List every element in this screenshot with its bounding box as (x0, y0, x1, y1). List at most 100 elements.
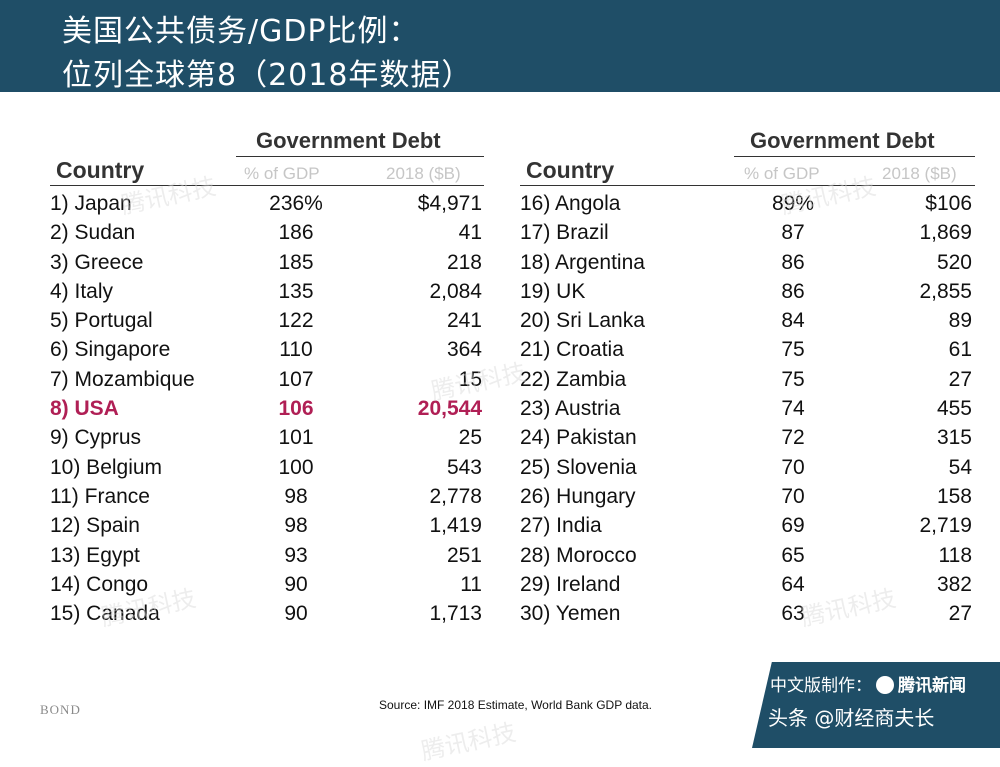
country-name: 17) Brazil (520, 221, 609, 245)
country-heading: Country (56, 157, 145, 183)
country-name: 24) Pakistan (520, 426, 637, 450)
debt-amount: 241 (446, 309, 482, 333)
debt-amount: 315 (936, 426, 972, 450)
group-underline (734, 156, 975, 157)
table-row: 11) France 98 2,778 (50, 482, 490, 511)
table-row: 13) Egypt 93 251 (50, 541, 490, 570)
table-row: 26) Hungary 70 158 (520, 482, 975, 511)
table-row: 22) Zambia 75 27 (520, 365, 975, 394)
debt-pct-gdp: 135 (278, 279, 314, 303)
badge-author-line: 头条 @财经商夫长 (768, 706, 935, 730)
debt-amount: 15 (458, 367, 482, 391)
table-row: 19) UK 86 2,855 (520, 277, 975, 306)
country-name: 30) Yemen (520, 602, 621, 626)
debt-pct-gdp: 75 (781, 338, 805, 362)
table-row: 12) Spain 98 1,419 (50, 511, 490, 540)
country-name: 18) Argentina (520, 250, 645, 274)
debt-amount: 455 (936, 397, 972, 421)
debt-amount: 27 (948, 602, 972, 626)
debt-pct-gdp: 75 (781, 367, 805, 391)
debt-pct-gdp: 63 (781, 602, 805, 626)
debt-amount: 2,719 (919, 514, 972, 538)
amount-heading: 2018 ($B) (882, 164, 957, 183)
country-name: 20) Sri Lanka (520, 309, 645, 333)
debt-amount: 41 (458, 221, 482, 245)
table-row: 25) Slovenia 70 54 (520, 453, 975, 482)
country-name: 4) Italy (50, 279, 114, 303)
country-name: 29) Ireland (520, 572, 621, 596)
table-row: 3) Greece 185 218 (50, 248, 490, 277)
debt-pct-gdp: 89% (771, 192, 815, 215)
debt-pct-gdp: 65 (781, 543, 805, 567)
debt-amount: 89 (948, 309, 972, 333)
debt-pct-gdp: 236% (269, 192, 323, 215)
country-name: 19) UK (520, 279, 586, 303)
debt-pct-gdp: 98 (284, 484, 308, 508)
debt-amount: 364 (446, 338, 482, 362)
debt-pct-gdp: 122 (278, 309, 314, 333)
debt-amount: 2,855 (919, 279, 972, 303)
debt-amount: $106 (925, 192, 972, 215)
debt-pct-gdp: 186 (278, 221, 314, 245)
debt-amount: 520 (936, 250, 972, 274)
table-row: 14) Congo 90 11 (50, 570, 490, 599)
debt-amount: $4,971 (417, 192, 482, 215)
debt-pct-gdp: 110 (279, 338, 313, 362)
country-name: 2) Sudan (50, 221, 136, 245)
table-row: 29) Ireland 64 382 (520, 570, 975, 599)
country-name: 16) Angola (520, 192, 621, 215)
table-row: 21) Croatia 75 61 (520, 335, 975, 364)
badge-label: 中文版制作： (770, 676, 872, 696)
table-row: 2) Sudan 186 41 (50, 218, 490, 247)
debt-amount: 1,419 (429, 514, 482, 538)
header-underline (50, 185, 484, 186)
badge-credit-line: 中文版制作： 腾讯新闻 (770, 671, 966, 696)
country-name: 23) Austria (520, 397, 621, 421)
debt-pct-gdp: 101 (278, 426, 314, 450)
debt-pct-gdp: 70 (781, 455, 805, 479)
table-row: 16) Angola 89% $106 (520, 189, 975, 218)
table-row: 6) Singapore 110 364 (50, 335, 490, 364)
debt-amount: 1,713 (429, 602, 482, 626)
watermark: 腾讯科技 (418, 718, 519, 766)
debt-pct-gdp: 90 (284, 602, 308, 626)
pct-gdp-heading: % of GDP (244, 164, 320, 183)
rows-left: 1) Japan 236% $4,971 2) Sudan 186 41 3) Greece… (50, 189, 490, 628)
table-row: 10) Belgium 100 543 (50, 453, 490, 482)
debt-pct-gdp: 98 (284, 514, 308, 538)
debt-pct-gdp: 70 (781, 484, 805, 508)
table-row: 9) Cyprus 101 25 (50, 423, 490, 452)
country-name: 26) Hungary (520, 484, 636, 508)
country-name: 6) Singapore (50, 338, 171, 362)
debt-amount: 2,778 (429, 484, 482, 508)
country-name: 22) Zambia (520, 367, 627, 391)
debt-pct-gdp: 107 (278, 367, 314, 391)
country-name: 7) Mozambique (50, 367, 195, 391)
table-row: 4) Italy 135 2,084 (50, 277, 490, 306)
debt-amount: 20,544 (417, 397, 482, 421)
debt-amount: 54 (948, 455, 972, 479)
country-name: 27) India (520, 514, 602, 538)
table-row: 30) Yemen 63 27 (520, 599, 975, 628)
country-name: 25) Slovenia (520, 455, 637, 479)
country-name: 28) Morocco (520, 543, 637, 567)
debt-pct-gdp: 90 (284, 572, 308, 596)
source-note: Source: IMF 2018 Estimate, World Bank GD… (379, 698, 653, 712)
table-row: 8) USA 106 20,544 (50, 394, 490, 423)
debt-amount: 251 (446, 543, 482, 567)
country-name: 1) Japan (50, 192, 132, 215)
debt-pct-gdp: 72 (781, 426, 805, 450)
debt-amount: 218 (446, 250, 482, 274)
table-row: 5) Portugal 122 241 (50, 306, 490, 335)
pct-gdp-heading: % of GDP (744, 164, 820, 183)
credit-badge (752, 662, 1000, 748)
country-name: 15) Canada (50, 602, 160, 626)
table-row: 17) Brazil 87 1,869 (520, 218, 975, 247)
debt-pct-gdp: 93 (284, 543, 308, 567)
debt-pct-gdp: 87 (781, 221, 805, 245)
debt-amount: 2,084 (429, 279, 482, 303)
country-name: 14) Congo (50, 572, 149, 596)
debt-amount: 118 (938, 543, 972, 567)
debt-amount: 25 (458, 426, 482, 450)
government-debt-heading: Government Debt (256, 128, 441, 153)
